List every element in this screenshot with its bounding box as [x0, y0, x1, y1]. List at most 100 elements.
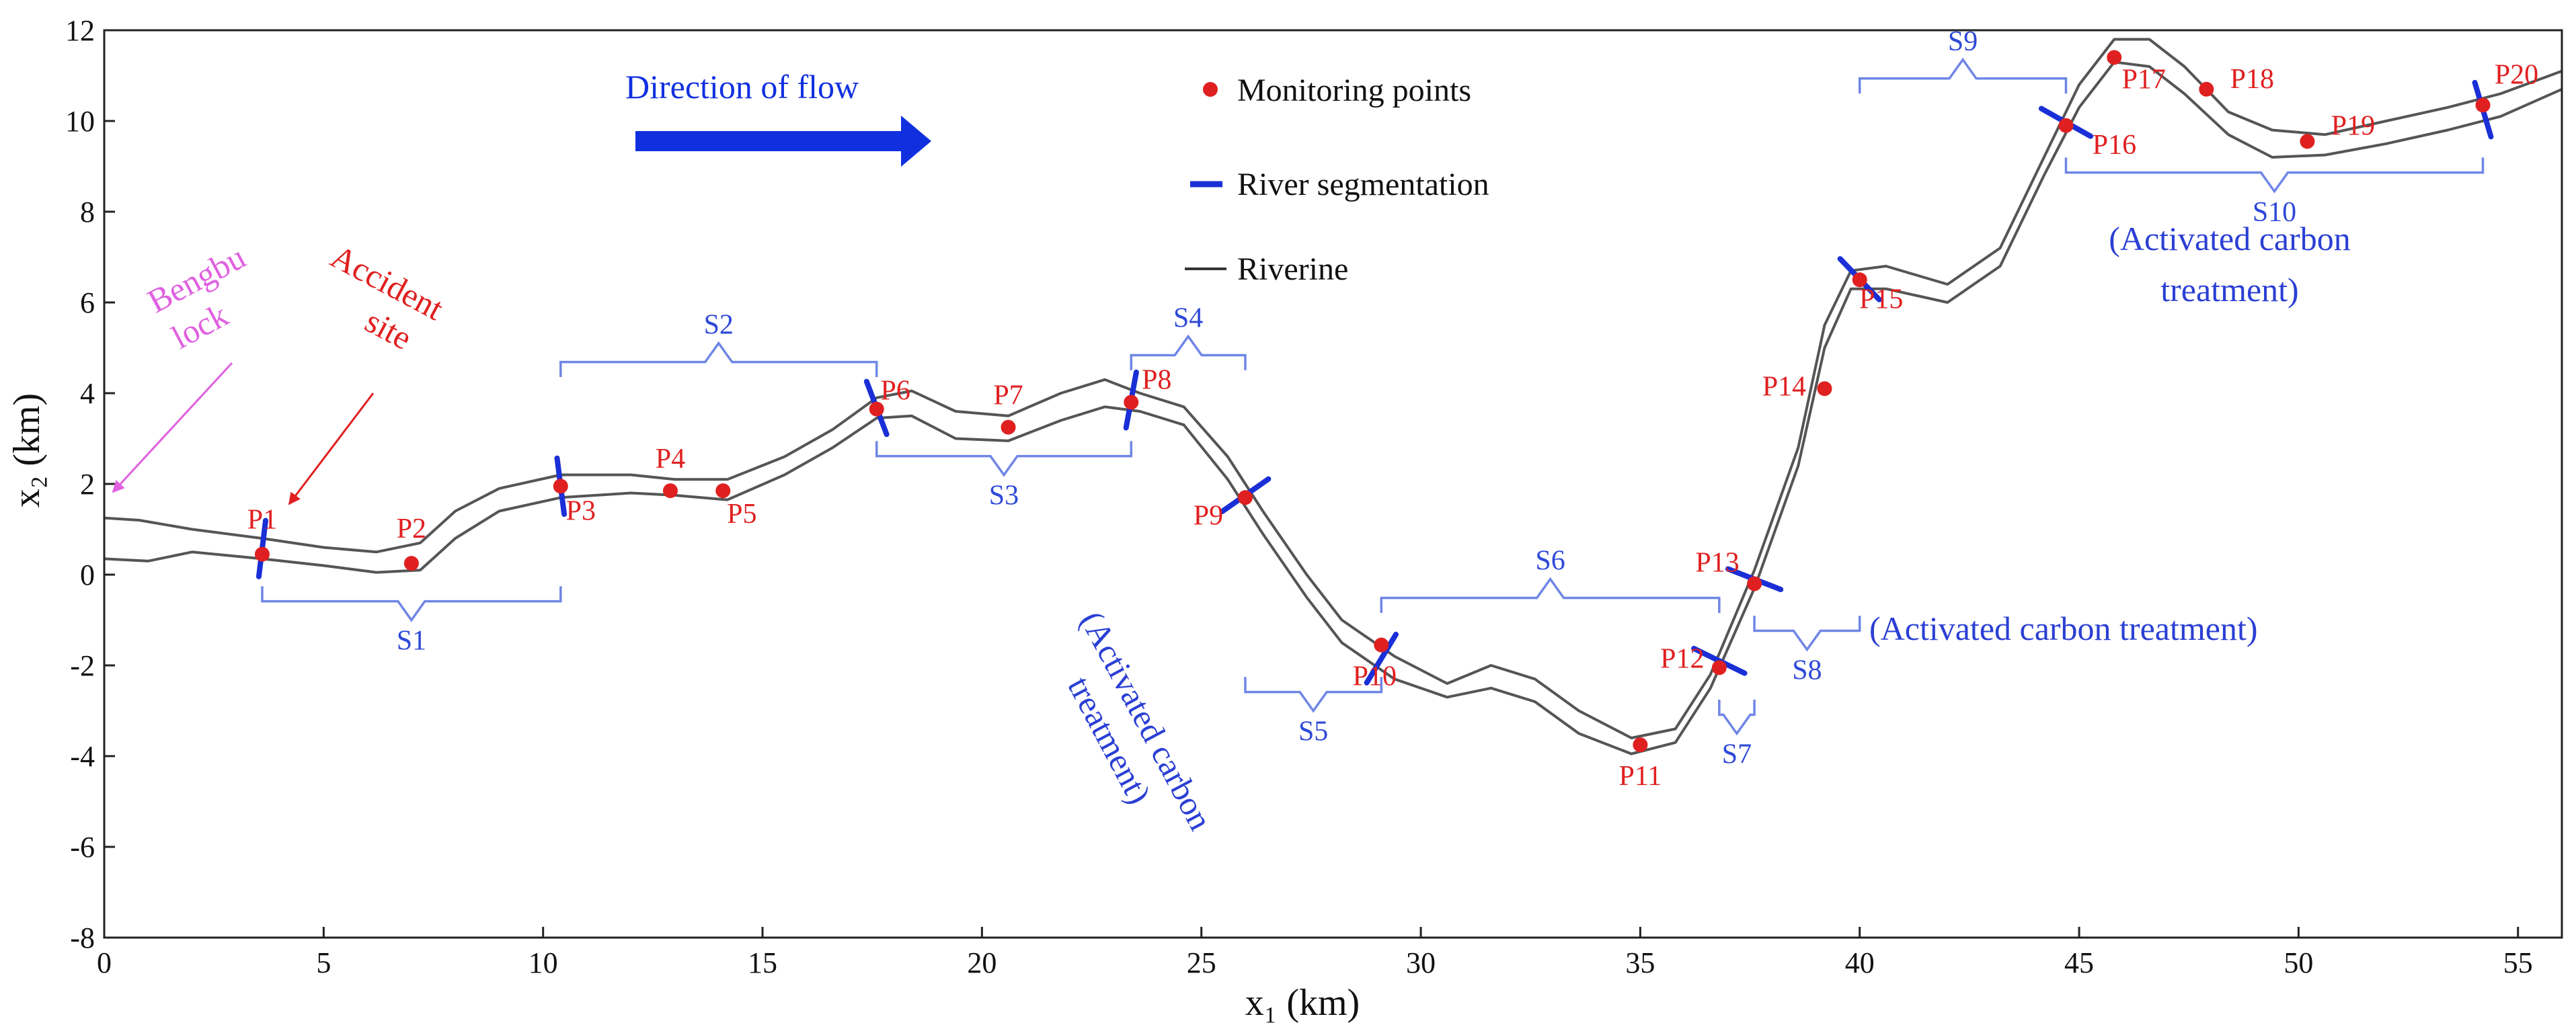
- legend-riverine: Riverine: [1237, 251, 1348, 287]
- monitoring-point-label: P9: [1194, 500, 1223, 531]
- x-tick-label: 20: [967, 946, 997, 979]
- y-tick-label: 6: [80, 286, 95, 319]
- x-tick-label: 40: [1845, 946, 1875, 979]
- segment-bracket: [1753, 616, 1861, 652]
- monitoring-point-label: P10: [1353, 661, 1397, 692]
- monitoring-point: [403, 556, 419, 571]
- x-tick-label: 30: [1406, 946, 1436, 979]
- monitoring-points: P1 P2 P3 P4 P5 P6 P7 P8 P9 P10 P11 P12 P13 P14 P15 P16 P…: [247, 50, 2538, 792]
- y-tick-label: -6: [70, 831, 95, 864]
- segment-label: S2: [704, 310, 734, 341]
- monitoring-point-label: P20: [2495, 59, 2538, 90]
- segment-bracket: [1858, 57, 2068, 94]
- axes: 0 5 10 15 20 25 30 35 40 45 50 55 -8 -6 -4 -2 0 2 4 6 8 10 12: [65, 14, 2563, 979]
- y-tick-label: 10: [65, 105, 95, 138]
- monitoring-point-label: P8: [1142, 365, 1171, 396]
- accident-site-annotation: Accident site: [288, 237, 450, 505]
- x-tick-label: 35: [1625, 946, 1655, 979]
- x-axis-title: x₁ (km): [1245, 982, 1360, 1024]
- y-tick-label: 8: [80, 196, 95, 229]
- monitoring-point-label: P3: [566, 495, 596, 526]
- monitoring-point-label: P2: [397, 513, 426, 544]
- treatment-s7: (Activated carbon treatment): [1869, 610, 2258, 647]
- y-tick-label: 12: [65, 14, 95, 47]
- legend-river-segmentation: River segmentation: [1237, 167, 1489, 202]
- monitoring-point-label: P18: [2230, 64, 2274, 95]
- x-tick-label: 0: [97, 946, 112, 979]
- segment-bracket: [1244, 677, 1383, 713]
- monitoring-point: [715, 483, 731, 499]
- monitoring-point-label: P11: [1618, 761, 1662, 792]
- monitoring-point-label: P7: [993, 380, 1023, 411]
- river-banks: [104, 38, 2563, 755]
- y-tick-label: 4: [80, 377, 95, 410]
- monitoring-point: [2300, 134, 2315, 149]
- y-tick-label: -2: [70, 649, 95, 682]
- monitoring-point: [869, 401, 884, 417]
- y-tick-label: 2: [80, 468, 95, 501]
- monitoring-point: [254, 546, 270, 562]
- monitoring-point: [1001, 419, 1016, 435]
- monitoring-point-label: P17: [2122, 65, 2166, 95]
- segment-label: S5: [1298, 716, 1328, 747]
- bengbu-lock-annotation: Bengbu lock: [112, 238, 251, 493]
- x-tick-label: 55: [2503, 946, 2533, 979]
- monitoring-point-label: P6: [881, 376, 910, 407]
- monitoring-point-label: P13: [1695, 548, 1739, 579]
- monitoring-point: [2058, 118, 2074, 133]
- flow-arrow-icon: [635, 116, 931, 167]
- accident-site-arrow: [288, 393, 375, 505]
- y-axis-title: x₂ (km): [6, 393, 48, 507]
- segment-label: S10: [2253, 197, 2296, 228]
- monitoring-point-label: P5: [727, 499, 756, 530]
- monitoring-point: [2199, 81, 2214, 97]
- monitoring-point-label: P4: [656, 444, 685, 475]
- monitoring-point: [2107, 50, 2122, 65]
- river-bank-upper: [104, 38, 2563, 739]
- y-tick-label: 0: [80, 559, 95, 591]
- monitoring-point: [1633, 737, 1648, 753]
- treatment-s5: (Activated carbon treatment): [1060, 605, 1220, 836]
- x-tick-label: 10: [529, 946, 558, 979]
- monitoring-point: [1817, 381, 1832, 397]
- x-tick-label: 50: [2284, 946, 2313, 979]
- legend-monitoring-points: Monitoring points: [1237, 73, 1471, 108]
- monitoring-point: [1711, 660, 1727, 675]
- treatment-s10-line2: treatment): [2160, 271, 2298, 308]
- monitoring-point-label: P16: [2093, 130, 2136, 161]
- monitoring-point-label: P19: [2331, 110, 2375, 141]
- monitoring-point-label: P15: [1859, 284, 1903, 315]
- segment-bracket: [1380, 577, 1721, 614]
- y-tick-label: -4: [70, 740, 95, 773]
- monitoring-point: [1237, 490, 1253, 505]
- x-tick-label: 25: [1187, 946, 1216, 979]
- x-tick-label: 45: [2064, 946, 2094, 979]
- segment-bracket: [559, 341, 878, 378]
- segment-label: S6: [1535, 546, 1565, 577]
- flow-direction: Direction of flow: [625, 68, 931, 167]
- monitoring-point: [1374, 637, 1389, 653]
- segment-label: S3: [989, 481, 1019, 511]
- monitoring-point-label: P12: [1660, 643, 1704, 674]
- segment-bracket: [261, 586, 562, 622]
- segment-bracket: [1718, 699, 1756, 736]
- monitoring-point: [1747, 576, 1762, 591]
- monitoring-point: [1124, 395, 1139, 410]
- y-tick-label: -8: [70, 921, 95, 954]
- flow-direction-label: Direction of flow: [625, 68, 859, 106]
- river-bank-lower: [104, 60, 2563, 755]
- segment-label: S7: [1722, 739, 1752, 770]
- segment-bracket: [1130, 334, 1247, 370]
- legend-dot-marker: [1203, 82, 1218, 97]
- monitoring-point-label: P14: [1762, 371, 1806, 402]
- x-tick-label: 15: [748, 946, 777, 979]
- monitoring-point: [2475, 97, 2491, 113]
- bengbu-lock-arrow: [112, 362, 233, 493]
- x-tick-label: 5: [316, 946, 331, 979]
- segment-bracket: [2064, 157, 2485, 194]
- segment-label: S8: [1792, 655, 1822, 686]
- monitoring-point: [553, 479, 568, 494]
- treatment-s10-line1: (Activated carbon: [2109, 220, 2351, 257]
